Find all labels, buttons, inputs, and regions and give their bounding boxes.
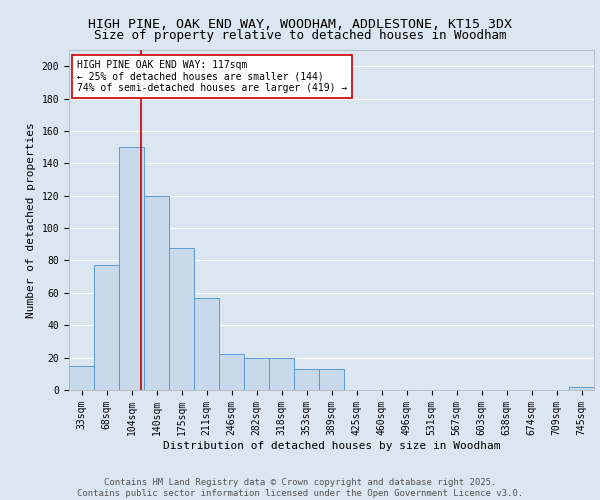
Bar [194, 298, 219, 390]
Bar [94, 266, 119, 390]
Text: HIGH PINE OAK END WAY: 117sqm
← 25% of detached houses are smaller (144)
74% of : HIGH PINE OAK END WAY: 117sqm ← 25% of d… [77, 60, 347, 94]
Bar [569, 387, 594, 390]
Bar [219, 354, 244, 390]
Bar [244, 358, 269, 390]
Bar [69, 366, 94, 390]
Y-axis label: Number of detached properties: Number of detached properties [26, 122, 36, 318]
Bar [119, 147, 144, 390]
Text: Size of property relative to detached houses in Woodham: Size of property relative to detached ho… [94, 29, 506, 42]
Bar [144, 196, 169, 390]
Text: HIGH PINE, OAK END WAY, WOODHAM, ADDLESTONE, KT15 3DX: HIGH PINE, OAK END WAY, WOODHAM, ADDLEST… [88, 18, 512, 30]
Bar [169, 248, 194, 390]
X-axis label: Distribution of detached houses by size in Woodham: Distribution of detached houses by size … [163, 440, 500, 450]
Bar [269, 358, 294, 390]
Bar [294, 369, 319, 390]
Bar [319, 369, 344, 390]
Text: Contains HM Land Registry data © Crown copyright and database right 2025.
Contai: Contains HM Land Registry data © Crown c… [77, 478, 523, 498]
